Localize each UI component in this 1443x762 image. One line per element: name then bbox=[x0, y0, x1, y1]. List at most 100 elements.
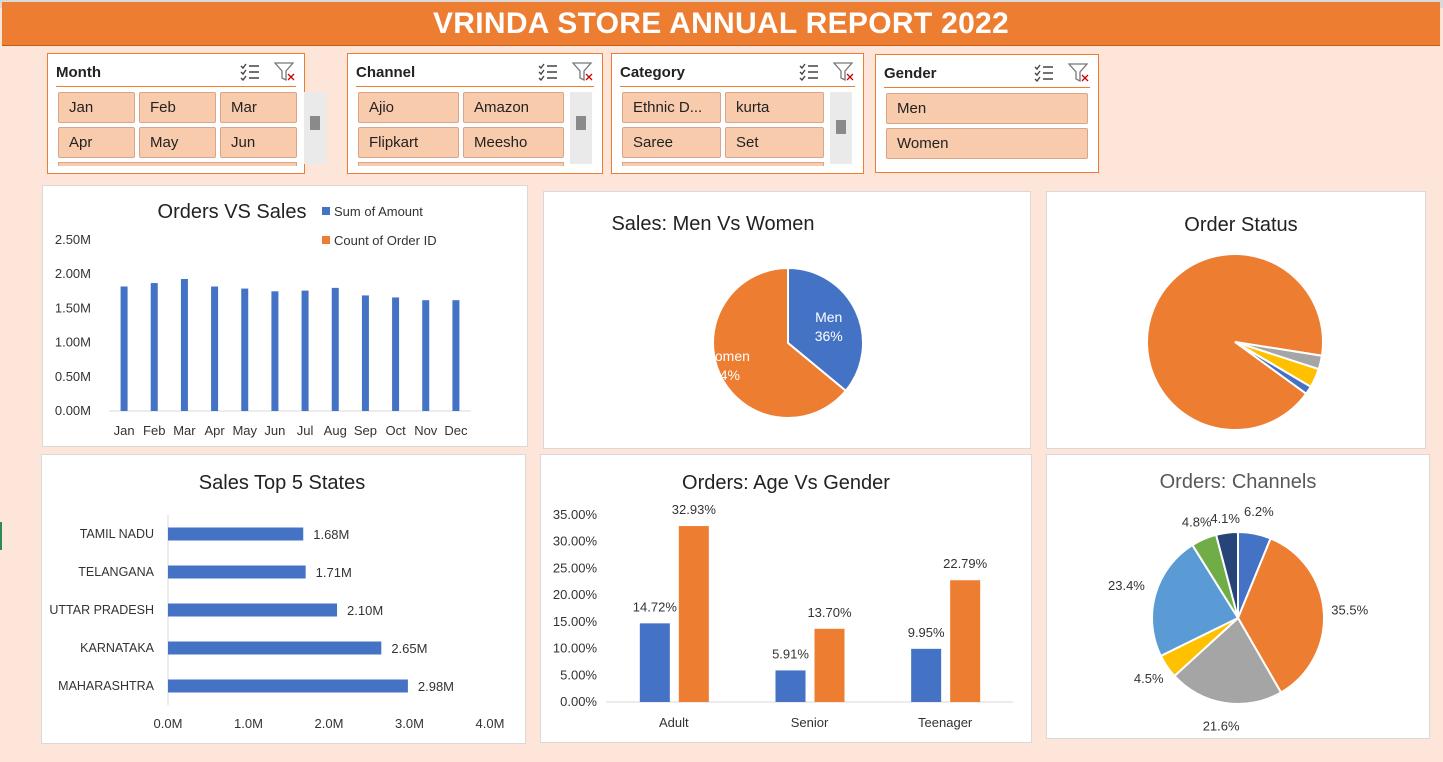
slicer-item-set[interactable]: Set bbox=[725, 127, 824, 158]
bar-feb bbox=[150, 283, 158, 411]
slicer-item-feb[interactable]: Feb bbox=[139, 92, 216, 123]
category-label: MAHARASHTRA bbox=[58, 679, 155, 693]
slicer-title: Channel bbox=[356, 63, 416, 81]
bar-dec bbox=[452, 300, 460, 411]
slicer-item-jan[interactable]: Jan bbox=[58, 92, 135, 123]
x-tick-label: Jul bbox=[297, 423, 314, 438]
clear-filter-icon[interactable] bbox=[572, 62, 594, 82]
slicer-scrollbar[interactable] bbox=[570, 92, 592, 164]
bar-aug bbox=[331, 287, 339, 411]
slicer-item-may[interactable]: May bbox=[139, 127, 216, 158]
y-tick-label: 0.00M bbox=[55, 403, 91, 418]
y-tick-label: 0.00% bbox=[560, 694, 597, 709]
order-status-chart[interactable]: Order Status bbox=[1046, 191, 1426, 449]
slicer-item-next-row bbox=[58, 162, 297, 166]
x-tick-label: 2.0M bbox=[315, 716, 344, 731]
x-tick-label: 3.0M bbox=[395, 716, 424, 731]
slicer-scrollbar[interactable] bbox=[304, 92, 326, 164]
slicer-item-mar[interactable]: Mar bbox=[220, 92, 297, 123]
slice-percent: 64% bbox=[712, 367, 740, 383]
x-tick-label: Mar bbox=[173, 423, 196, 438]
bar-sep bbox=[361, 295, 369, 411]
slicer-item-women[interactable]: Women bbox=[886, 128, 1088, 159]
y-tick-label: 35.00% bbox=[553, 507, 598, 522]
bar-state bbox=[168, 603, 338, 617]
slicer-header: Month bbox=[56, 58, 296, 87]
orders-channels-chart[interactable]: Orders: Channels 6.2% 35.5% 21.6% 4.5% 23.4% 4… bbox=[1046, 454, 1430, 739]
x-tick-label: Sep bbox=[354, 423, 377, 438]
slice-label: 6.2% bbox=[1244, 504, 1274, 519]
bar-oct bbox=[392, 297, 400, 411]
slicer-item-kurta[interactable]: kurta bbox=[725, 92, 824, 123]
bar-mar bbox=[180, 278, 188, 411]
bar-adult-s1 bbox=[639, 623, 670, 702]
x-tick-label: Nov bbox=[414, 423, 438, 438]
bar-state bbox=[168, 641, 382, 655]
multi-select-icon[interactable] bbox=[799, 63, 819, 81]
chart-title: Orders: Age Vs Gender bbox=[682, 472, 890, 494]
clear-filter-icon[interactable] bbox=[274, 62, 296, 82]
slice-label: 35.5% bbox=[1331, 602, 1368, 617]
orders-age-vs-gender-svg: Orders: Age Vs Gender 0.00% 5.00% 10.00% 15.… bbox=[553, 472, 1013, 730]
slicer-item-jun[interactable]: Jun bbox=[220, 127, 297, 158]
y-tick-label: 2.00M bbox=[55, 266, 91, 281]
slicer-item-amazon[interactable]: Amazon bbox=[463, 92, 564, 123]
sales-men-vs-women-chart[interactable]: Sales: Men Vs Women Men 36% Women 64% bbox=[543, 191, 1031, 449]
pie-slice-5 bbox=[1151, 543, 1240, 658]
sales-top5-states-chart[interactable]: Sales Top 5 States TAMIL NADU 1.68M TELANGA… bbox=[41, 454, 526, 744]
x-tick-label: Jun bbox=[264, 423, 285, 438]
slicer-item-saree[interactable]: Saree bbox=[622, 127, 721, 158]
y-tick-label: 15.00% bbox=[553, 614, 598, 629]
bar-value-label: 5.91% bbox=[772, 646, 809, 661]
orders-age-vs-gender-chart[interactable]: Orders: Age Vs Gender 0.00% 5.00% 10.00% 15.… bbox=[540, 454, 1032, 743]
bar-teenager-s2 bbox=[950, 580, 981, 702]
sales-men-vs-women-svg: Sales: Men Vs Women Men 36% Women 64% bbox=[611, 213, 864, 419]
slice-label: Women bbox=[702, 348, 750, 364]
legend-label: Count of Order ID bbox=[334, 233, 437, 248]
slicer-title: Gender bbox=[884, 64, 937, 82]
y-tick-label: 1.50M bbox=[55, 300, 91, 315]
orders-vs-sales-chart[interactable]: Orders VS Sales Sum of Amount Count of Ord… bbox=[42, 185, 528, 447]
slice-percent: 36% bbox=[815, 328, 843, 344]
y-tick-label: 1.00M bbox=[55, 335, 91, 350]
x-tick-label: Adult bbox=[659, 715, 689, 730]
gender-slicer: Gender Men Women bbox=[875, 54, 1099, 173]
x-tick-label: Aug bbox=[324, 423, 347, 438]
bar-value-label: 14.72% bbox=[633, 599, 678, 614]
category-label: KARNATAKA bbox=[80, 641, 155, 655]
slicer-item-next-row bbox=[358, 162, 564, 166]
bar-value-label: 32.93% bbox=[672, 502, 717, 517]
bar-value-label: 13.70% bbox=[807, 605, 852, 620]
month-slicer: Month Jan Feb Mar Apr May Jun bbox=[47, 53, 326, 174]
slicer-scrollbar[interactable] bbox=[830, 92, 852, 164]
slicer-item-apr[interactable]: Apr bbox=[58, 127, 135, 158]
bar-state bbox=[168, 565, 306, 579]
slicer-header: Gender bbox=[884, 59, 1090, 88]
legend-swatch bbox=[322, 207, 330, 215]
x-tick-label: 0.0M bbox=[154, 716, 183, 731]
y-tick-label: 10.00% bbox=[553, 641, 598, 656]
multi-select-icon[interactable] bbox=[240, 63, 260, 81]
y-tick-label: 2.50M bbox=[55, 232, 91, 247]
multi-select-icon[interactable] bbox=[538, 63, 558, 81]
sales-top5-states-svg: Sales Top 5 States TAMIL NADU 1.68M TELANGA… bbox=[49, 472, 504, 731]
y-tick-label: 30.00% bbox=[553, 534, 598, 549]
slice-label: 4.5% bbox=[1134, 671, 1164, 686]
clear-filter-icon[interactable] bbox=[1068, 63, 1090, 83]
slice-label: 4.8% bbox=[1182, 515, 1212, 530]
slicer-item-meesho[interactable]: Meesho bbox=[463, 127, 564, 158]
bar-jan bbox=[120, 286, 128, 411]
pie-slice-women bbox=[712, 266, 848, 419]
slicer-header: Category bbox=[620, 58, 855, 87]
multi-select-icon[interactable] bbox=[1034, 64, 1054, 82]
pie-slice-1 bbox=[1146, 253, 1324, 431]
clear-filter-icon[interactable] bbox=[833, 62, 855, 82]
bar-value-label: 1.68M bbox=[313, 527, 349, 542]
order-status-svg: Order Status bbox=[1146, 214, 1324, 431]
slicer-item-ethnic-dress[interactable]: Ethnic D... bbox=[622, 92, 721, 123]
slicer-item-flipkart[interactable]: Flipkart bbox=[358, 127, 459, 158]
chart-title: Sales: Men Vs Women bbox=[611, 213, 814, 235]
slicer-item-men[interactable]: Men bbox=[886, 93, 1088, 124]
slicer-item-ajio[interactable]: Ajio bbox=[358, 92, 459, 123]
bar-value-label: 9.95% bbox=[908, 625, 945, 640]
